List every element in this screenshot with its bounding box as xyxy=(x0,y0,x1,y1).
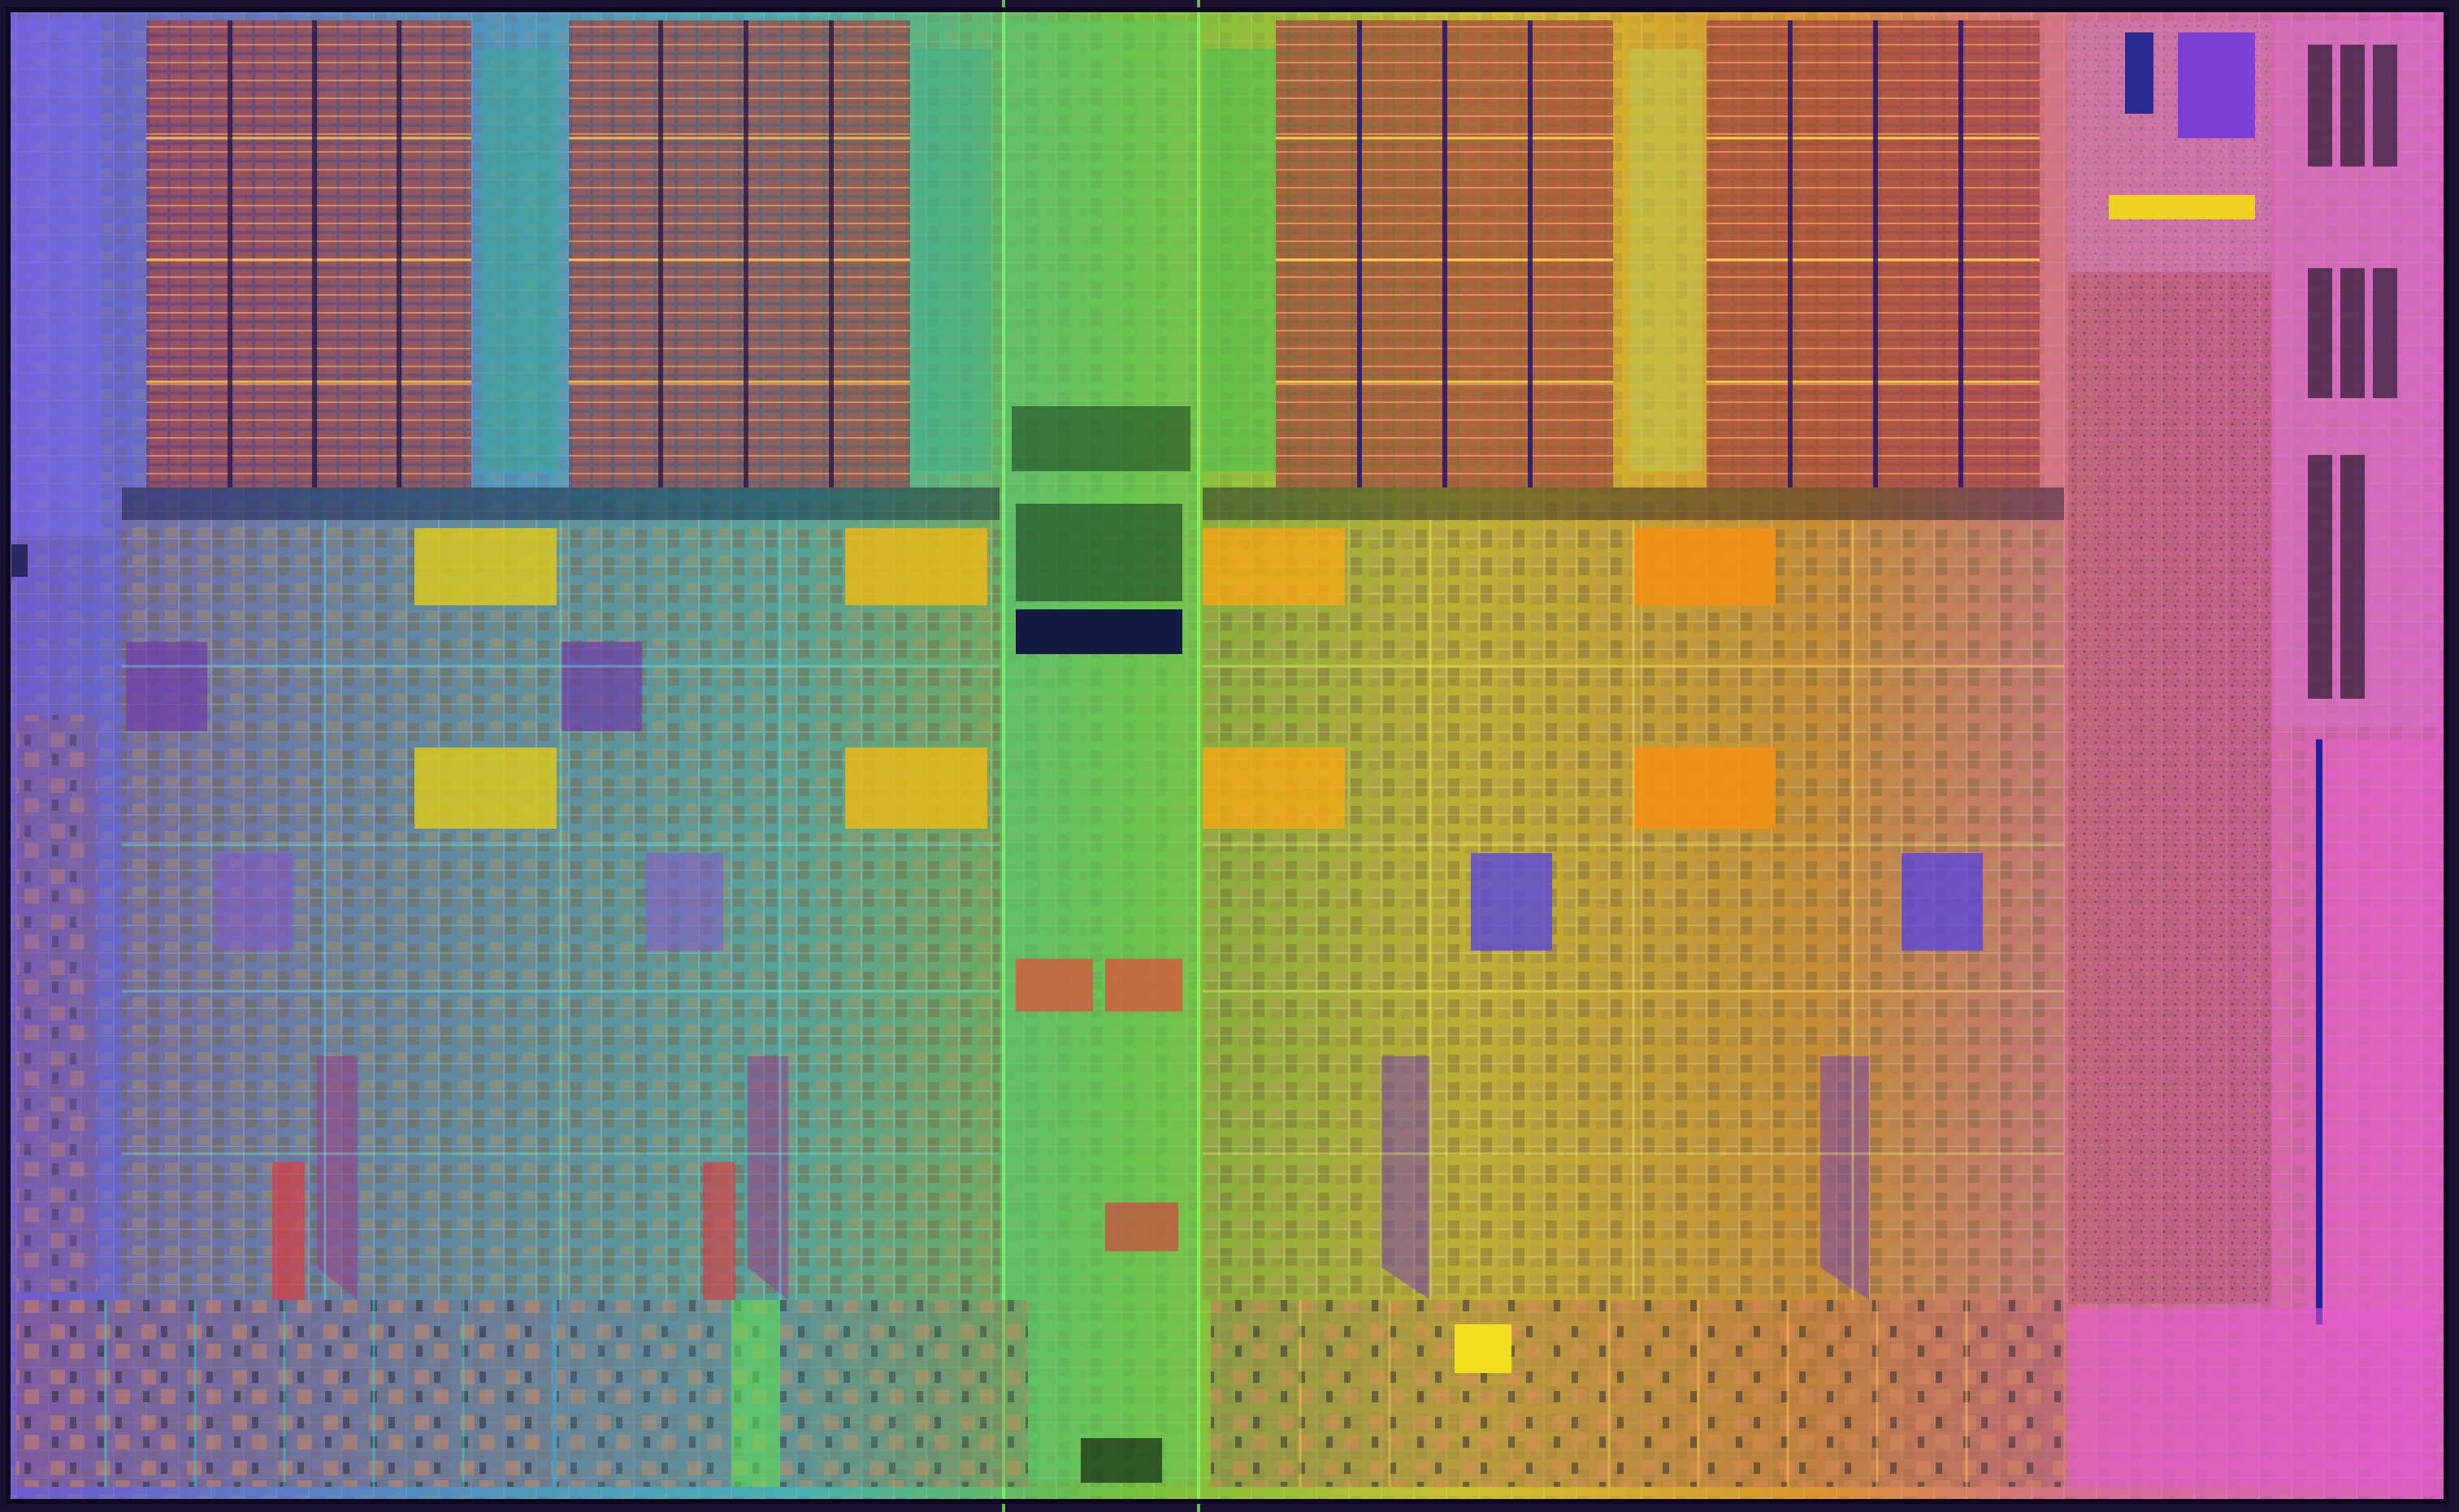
cache-block-top-right xyxy=(1203,20,2040,487)
central-interconnect xyxy=(1002,0,1200,1512)
core-regions xyxy=(122,487,2064,1300)
cache-block-top-left xyxy=(146,20,991,487)
right-io-region xyxy=(2068,20,2438,1487)
bottom-io-pads xyxy=(16,1300,2064,1487)
